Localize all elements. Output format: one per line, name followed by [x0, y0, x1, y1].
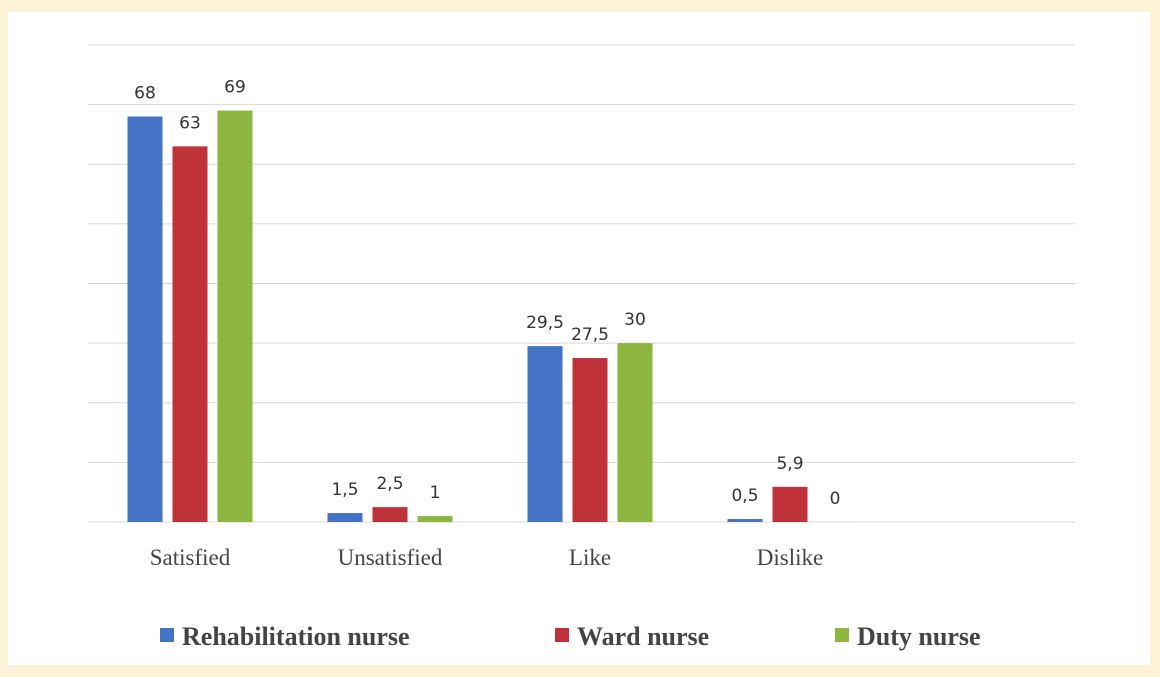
bar [417, 516, 453, 522]
legend-swatch [835, 628, 849, 642]
data-label: 0,5 [731, 486, 758, 506]
bar [217, 110, 253, 523]
bar [572, 358, 608, 522]
bar [727, 519, 763, 522]
bar [617, 343, 653, 522]
data-label: 2,5 [376, 474, 403, 494]
bar [527, 346, 563, 522]
legend-swatch [160, 628, 174, 642]
data-label: 30 [624, 310, 646, 330]
data-label: 68 [134, 84, 156, 104]
data-label: 27,5 [571, 325, 609, 345]
legend-label: Duty nurse [857, 622, 981, 651]
data-label: 63 [179, 113, 201, 133]
data-label: 69 [224, 78, 246, 98]
x-tick-label: Dislike [757, 545, 823, 570]
data-label: 0 [830, 489, 841, 509]
bar [172, 146, 208, 523]
legend-label: Ward nurse [577, 622, 709, 651]
bar [327, 513, 363, 522]
legend-label: Rehabilitation nurse [182, 622, 410, 651]
x-tick-label: Like [569, 545, 611, 570]
legend-swatch [555, 628, 569, 642]
data-label: 1,5 [331, 480, 358, 500]
x-tick-label: Satisfied [150, 545, 231, 570]
data-label: 29,5 [526, 313, 564, 333]
x-tick-label: Unsatisfied [338, 545, 443, 570]
data-label: 5,9 [776, 454, 803, 474]
bar [772, 486, 808, 522]
bar [372, 507, 408, 522]
data-label: 1 [430, 483, 441, 503]
bar [127, 116, 163, 523]
